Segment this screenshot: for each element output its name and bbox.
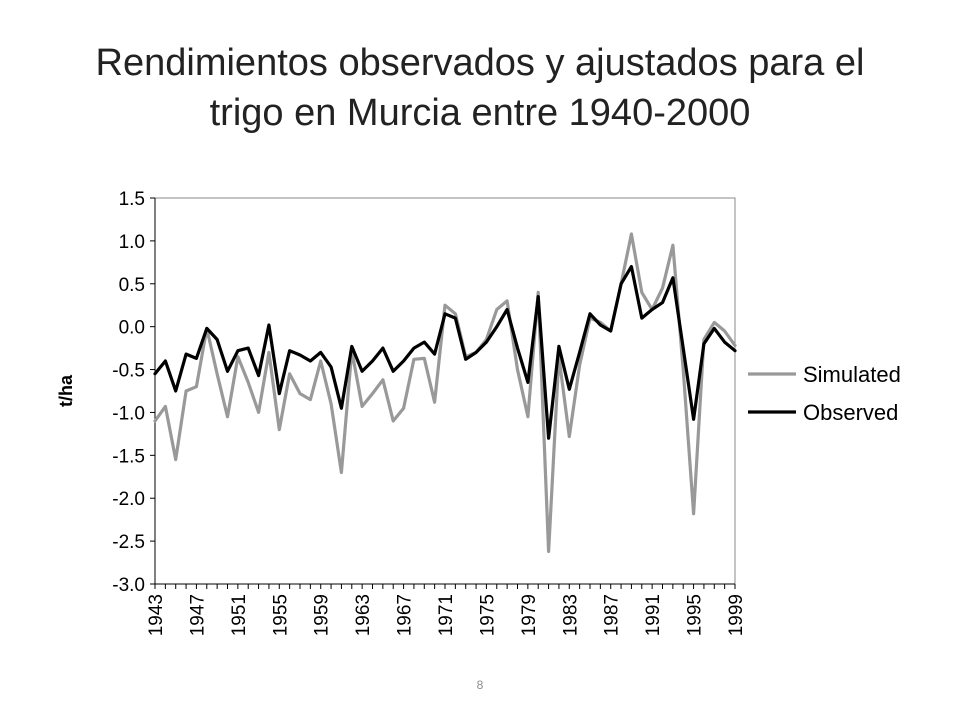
series-line-simulated bbox=[153, 232, 737, 554]
y-tick-label: -2.0 bbox=[112, 489, 145, 510]
plot-area-frame bbox=[154, 197, 736, 585]
x-tick-label: 1943 bbox=[146, 594, 167, 636]
y-axis-label: t/ha bbox=[56, 374, 76, 407]
x-tick-label: 1955 bbox=[270, 594, 291, 636]
x-tick-label: 1983 bbox=[560, 594, 581, 636]
y-tick-label: -1.5 bbox=[112, 446, 145, 467]
legend-label-observed: Observed bbox=[803, 400, 898, 425]
x-tick-label: 1987 bbox=[602, 594, 623, 636]
x-tick-label: 1947 bbox=[187, 594, 208, 636]
x-tick-label: 1971 bbox=[436, 594, 457, 636]
x-tick-label: 1995 bbox=[685, 594, 706, 636]
y-tick-label: 0.5 bbox=[119, 275, 145, 296]
y-tick-label: -2.5 bbox=[112, 532, 145, 553]
slide-title-line-2: trigo en Murcia entre 1940-2000 bbox=[209, 92, 751, 134]
x-tick-label: 1967 bbox=[395, 594, 416, 636]
slide-title: Rendimientos observados y ajustados para… bbox=[40, 38, 920, 138]
x-tick-label: 1999 bbox=[726, 594, 747, 636]
y-tick-label: 1.5 bbox=[119, 189, 145, 210]
page-number: 8 bbox=[476, 678, 484, 692]
y-tick-label: 1.0 bbox=[119, 232, 145, 253]
x-tick-label: 1991 bbox=[643, 594, 664, 636]
x-tick-label: 1959 bbox=[312, 594, 333, 636]
x-tick-label: 1979 bbox=[519, 594, 540, 636]
y-tick-label: -1.0 bbox=[112, 403, 145, 424]
legend-label-simulated: Simulated bbox=[803, 362, 901, 387]
x-tick-label: 1975 bbox=[477, 594, 498, 636]
slide-title-line-1: Rendimientos observados y ajustados para… bbox=[95, 42, 865, 84]
x-tick-label: 1951 bbox=[229, 594, 250, 636]
series-line-observed bbox=[153, 265, 737, 440]
y-tick-label: -3.0 bbox=[112, 575, 145, 596]
y-tick-label: -0.5 bbox=[112, 361, 145, 382]
x-tick-label: 1963 bbox=[353, 594, 374, 636]
y-tick-label: 0.0 bbox=[119, 318, 145, 339]
